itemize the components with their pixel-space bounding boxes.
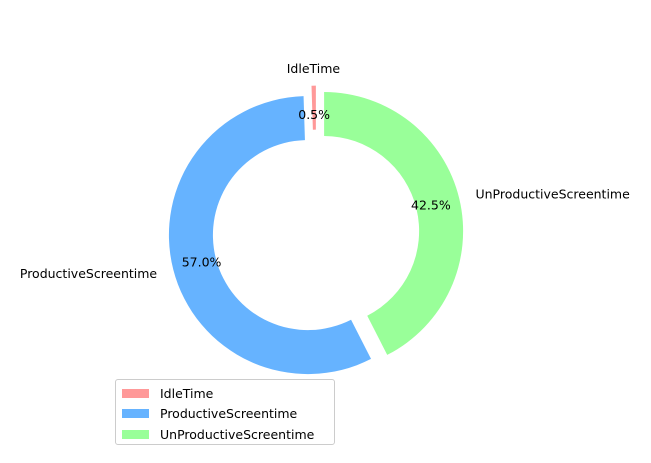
percent-label-productivescreentime: 57.0%	[182, 254, 222, 269]
slice-unproductivescreentime	[324, 92, 464, 355]
slices-group	[168, 85, 464, 375]
chart-legend: IdleTime ProductiveScreentime UnProducti…	[115, 379, 335, 445]
legend-item-unproductive: UnProductiveScreentime	[122, 424, 334, 445]
category-label-unproductivescreentime: UnProductiveScreentime	[475, 187, 630, 202]
legend-label-idletime: IdleTime	[160, 385, 214, 401]
percent-label-idletime: 0.5%	[298, 107, 330, 122]
legend-swatch-unproductive	[122, 429, 149, 439]
percent-label-unproductivescreentime: 42.5%	[411, 197, 451, 212]
legend-label-productive: ProductiveScreentime	[160, 406, 298, 422]
slice-productivescreentime	[168, 96, 372, 375]
category-label-idletime: IdleTime	[287, 61, 341, 76]
legend-item-idletime: IdleTime	[122, 383, 334, 404]
legend-item-productive: ProductiveScreentime	[122, 404, 334, 425]
legend-swatch-productive	[122, 409, 149, 419]
category-label-productivescreentime: ProductiveScreentime	[20, 266, 158, 281]
legend-swatch-idletime	[122, 388, 149, 398]
legend-label-unproductive: UnProductiveScreentime	[160, 426, 315, 442]
labels-group: IdleTime 0.5% ProductiveScreentime 57.0% UnP…	[20, 61, 630, 281]
slice-idletime	[311, 85, 316, 130]
